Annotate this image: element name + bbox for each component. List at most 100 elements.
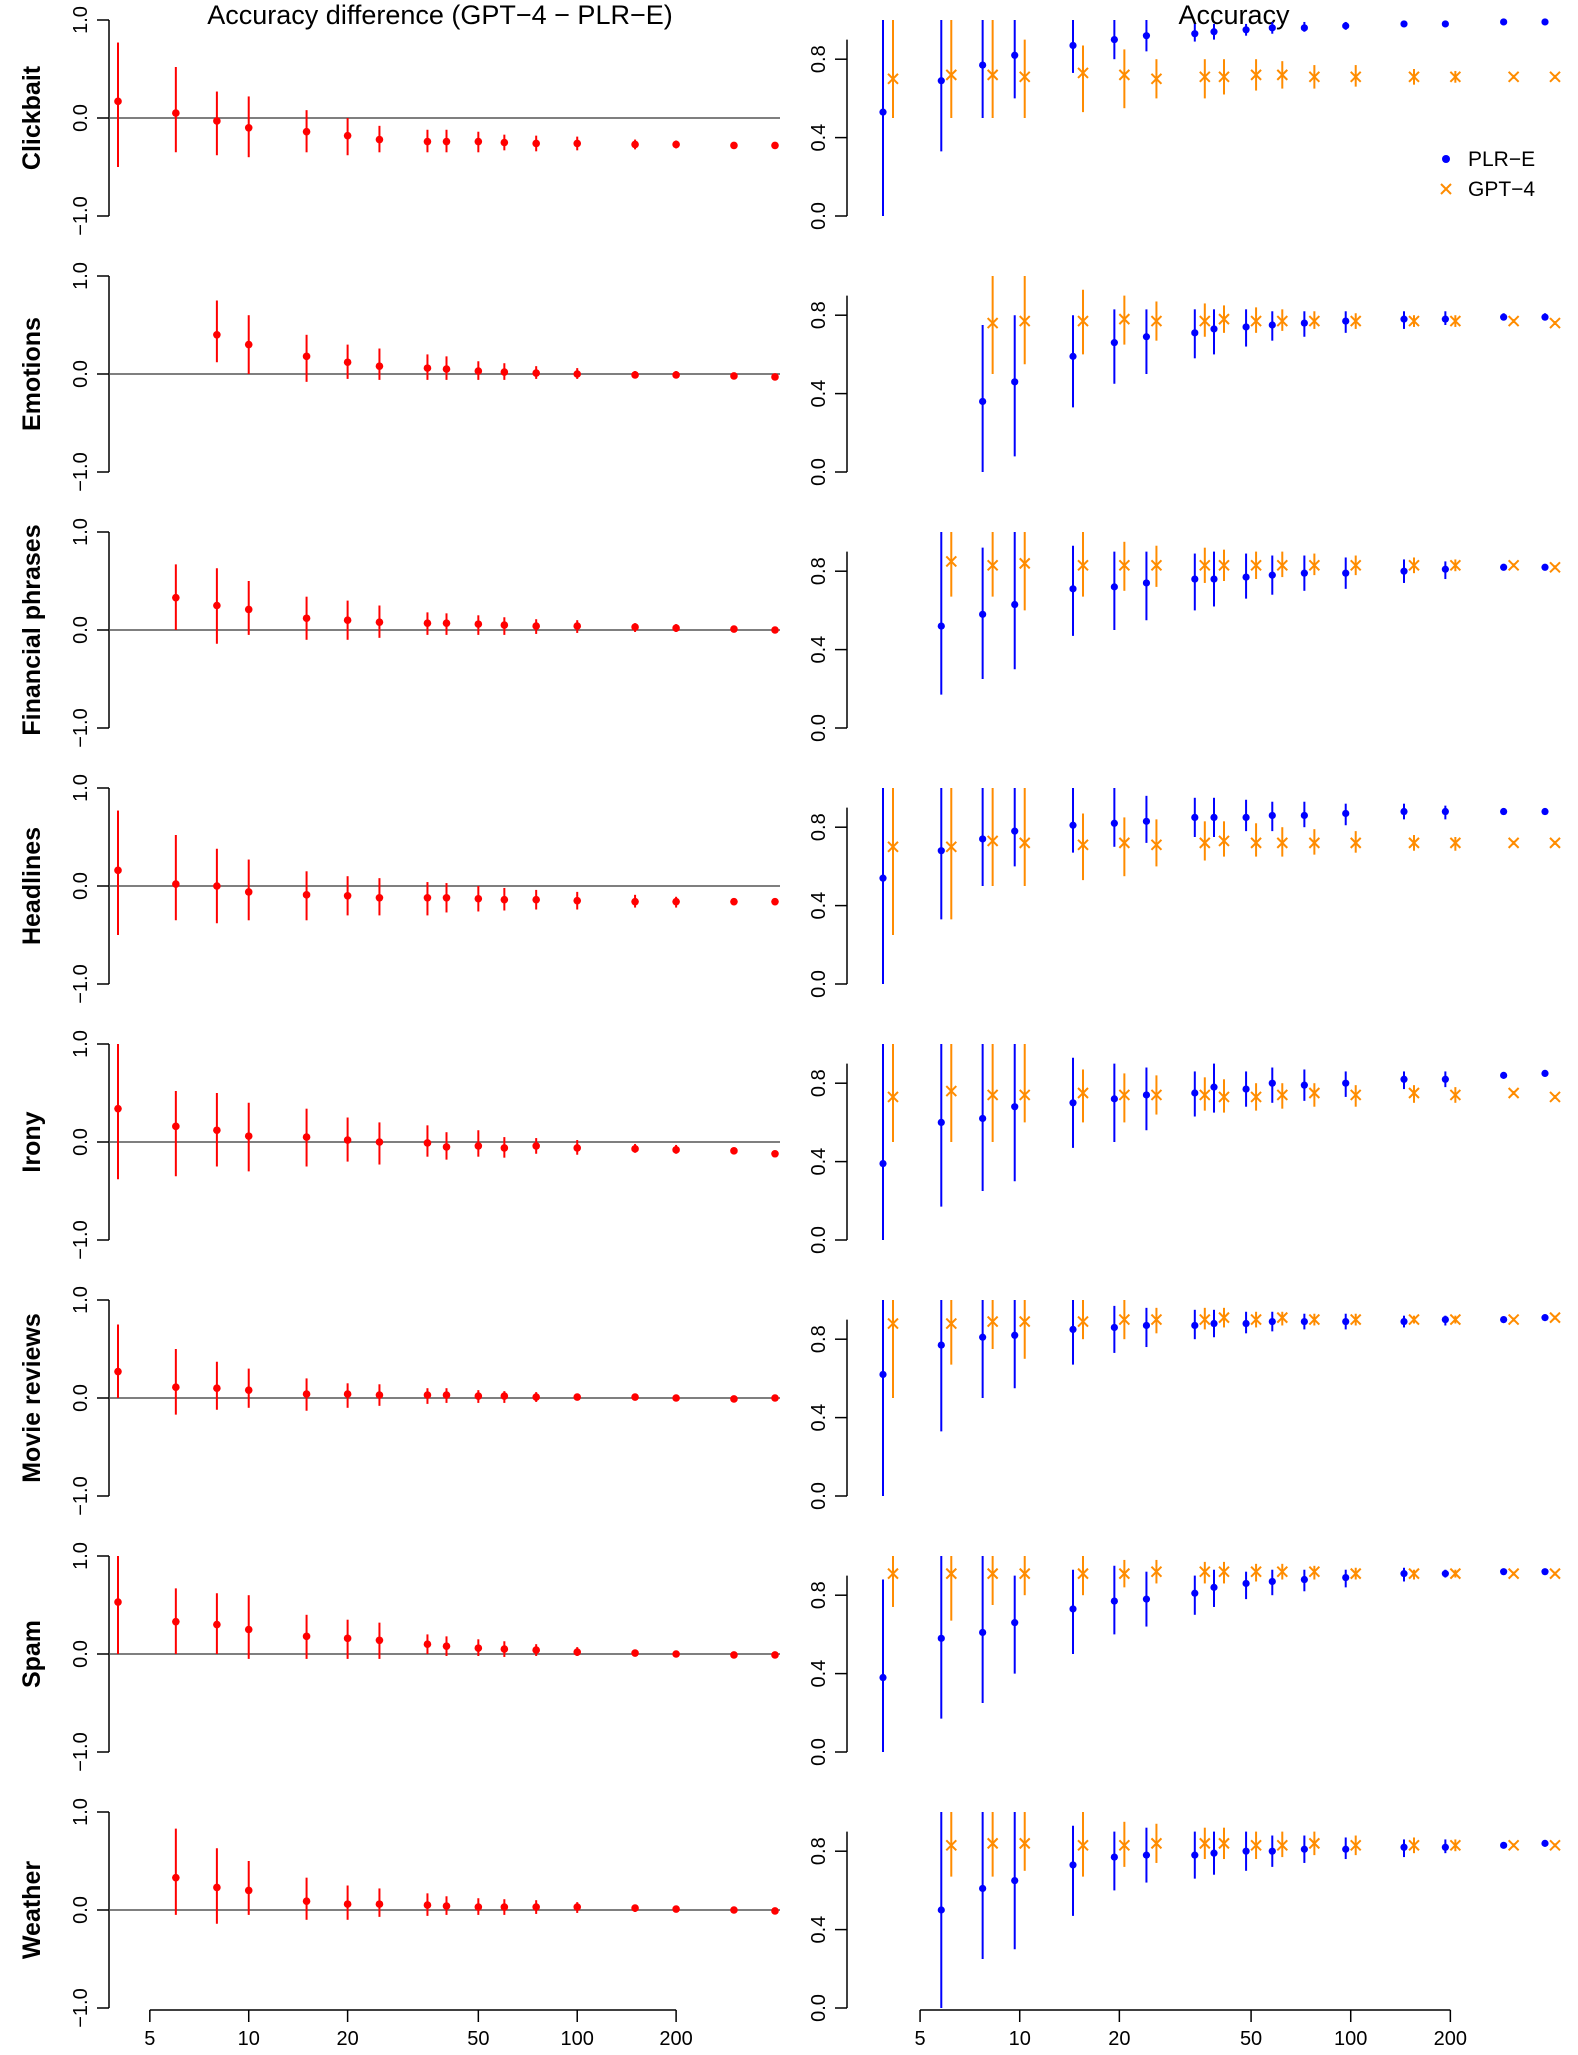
diff-point bbox=[375, 1900, 384, 1908]
diff-point bbox=[500, 368, 509, 376]
plr-e-point bbox=[1441, 1075, 1449, 1083]
gpt-4-point bbox=[1350, 837, 1362, 849]
gpt-4-point bbox=[945, 555, 957, 568]
row-label: Weather bbox=[18, 1861, 46, 1959]
gpt-4-point bbox=[1118, 313, 1131, 325]
gpt-4-point bbox=[1019, 1567, 1031, 1580]
diff-point bbox=[375, 135, 384, 144]
gpt-4-point bbox=[887, 1317, 899, 1330]
plr-e-point bbox=[1500, 1316, 1508, 1324]
gpt-4-point bbox=[1308, 1837, 1321, 1850]
gpt-4-point bbox=[1350, 1839, 1362, 1852]
diff-point bbox=[631, 371, 639, 379]
gpt-4-point bbox=[887, 841, 899, 853]
plr-e-point bbox=[1500, 18, 1508, 26]
gpt-4-point bbox=[1507, 559, 1520, 572]
diff-point bbox=[423, 1901, 432, 1909]
gpt-4-point bbox=[986, 1837, 999, 1850]
diff-point bbox=[730, 897, 738, 906]
plr-e-point bbox=[1011, 1103, 1019, 1111]
plr-e-point bbox=[1069, 585, 1077, 593]
diff-point bbox=[500, 1392, 509, 1400]
plr-e-point bbox=[1210, 813, 1218, 822]
left-x-tick-label: 50 bbox=[467, 2028, 489, 2050]
gpt-4-point bbox=[1150, 73, 1163, 85]
diff-point bbox=[532, 1142, 540, 1150]
right-x-tick-label: 10 bbox=[1009, 2028, 1031, 2050]
diff-point bbox=[244, 124, 253, 132]
x-axes: 5 5 10 10 20 20 50 50 100 100 200 200 bbox=[144, 2009, 1467, 2050]
plr-e-point bbox=[1400, 567, 1408, 575]
plr-e-point bbox=[1191, 1851, 1199, 1859]
diff-point bbox=[631, 1393, 639, 1401]
left-y-tick-label: −1.0 bbox=[70, 1732, 92, 1771]
plr-e-point bbox=[1400, 20, 1408, 28]
plr-e-point bbox=[1142, 1595, 1151, 1603]
plr-e-point bbox=[1541, 1314, 1549, 1322]
plr-e-point bbox=[1142, 333, 1151, 341]
diff-point bbox=[213, 1384, 221, 1392]
diff-point bbox=[532, 622, 540, 630]
gpt-4-point bbox=[1199, 837, 1211, 849]
plr-e-point bbox=[1400, 1075, 1408, 1083]
plr-e-point bbox=[1242, 1319, 1250, 1328]
plr-e-point bbox=[1011, 600, 1019, 609]
plr-e-point bbox=[1191, 30, 1199, 38]
plr-e-point bbox=[1191, 1321, 1199, 1330]
row-label: Financial phrases bbox=[18, 524, 46, 735]
row-label: Spam bbox=[18, 1620, 46, 1688]
plr-e-point bbox=[979, 397, 987, 406]
plr-e-point bbox=[1541, 807, 1549, 816]
right-y-tick-label: 0.4 bbox=[808, 636, 830, 664]
plr-e-point bbox=[1142, 32, 1151, 40]
diff-point bbox=[500, 621, 509, 629]
diff-point bbox=[375, 1138, 384, 1146]
right-y-tick-label: 0.0 bbox=[808, 714, 830, 742]
plr-e-point bbox=[1500, 1841, 1508, 1849]
gpt-4-point bbox=[1118, 1089, 1131, 1101]
right-y-tick-label: 0.0 bbox=[808, 1994, 830, 2022]
plr-e-point bbox=[1500, 313, 1508, 321]
gpt-4-point bbox=[1276, 1565, 1288, 1578]
right-y-tick-label: 0.4 bbox=[808, 124, 830, 152]
plr-e-point bbox=[979, 1884, 987, 1893]
gpt-4-point bbox=[945, 1317, 957, 1330]
gpt-4-point bbox=[1019, 1089, 1031, 1101]
left-y-tick-label: −1.0 bbox=[70, 1988, 92, 2027]
plr-e-point bbox=[1191, 1089, 1199, 1097]
diff-point bbox=[672, 624, 680, 632]
diff-point bbox=[172, 1122, 180, 1131]
gpt-4-point bbox=[887, 1091, 899, 1103]
gpt-4-point bbox=[1250, 315, 1262, 327]
plr-e-point bbox=[1242, 1085, 1250, 1093]
plr-e-point bbox=[1069, 821, 1077, 829]
gpt-4-point bbox=[1449, 315, 1462, 327]
left-y-tick-label: −1.0 bbox=[70, 452, 92, 491]
plr-e-point bbox=[1268, 24, 1276, 32]
right-y-tick-label: 0.8 bbox=[808, 1581, 830, 1609]
plr-e-point bbox=[1268, 571, 1276, 579]
gpt-4-point bbox=[986, 835, 999, 847]
gpt-4-point bbox=[1408, 71, 1420, 83]
gpt-4-point bbox=[1549, 1091, 1561, 1103]
gpt-4-point bbox=[1308, 559, 1321, 572]
plr-e-point bbox=[1011, 1877, 1019, 1885]
gpt-4-point bbox=[945, 841, 957, 853]
diff-point bbox=[573, 1144, 582, 1152]
plr-e-point bbox=[1268, 1577, 1276, 1586]
plr-e-point bbox=[1242, 323, 1250, 331]
diff-point bbox=[500, 1645, 509, 1653]
gpt-4-point bbox=[1308, 1087, 1321, 1099]
gpt-4-point bbox=[1250, 69, 1262, 81]
diff-point bbox=[343, 358, 352, 367]
gpt-4-point bbox=[1408, 1313, 1420, 1326]
left-x-tick-label: 5 bbox=[144, 2028, 155, 2050]
plr-e-point bbox=[879, 1673, 887, 1682]
diff-point bbox=[730, 625, 738, 633]
gpt-4-point bbox=[1350, 71, 1362, 83]
plr-e-point bbox=[1210, 325, 1218, 333]
plr-e-point bbox=[879, 108, 887, 116]
diff-point bbox=[244, 340, 253, 349]
gpt-4-point bbox=[1250, 837, 1262, 849]
diff-point bbox=[343, 1136, 352, 1144]
